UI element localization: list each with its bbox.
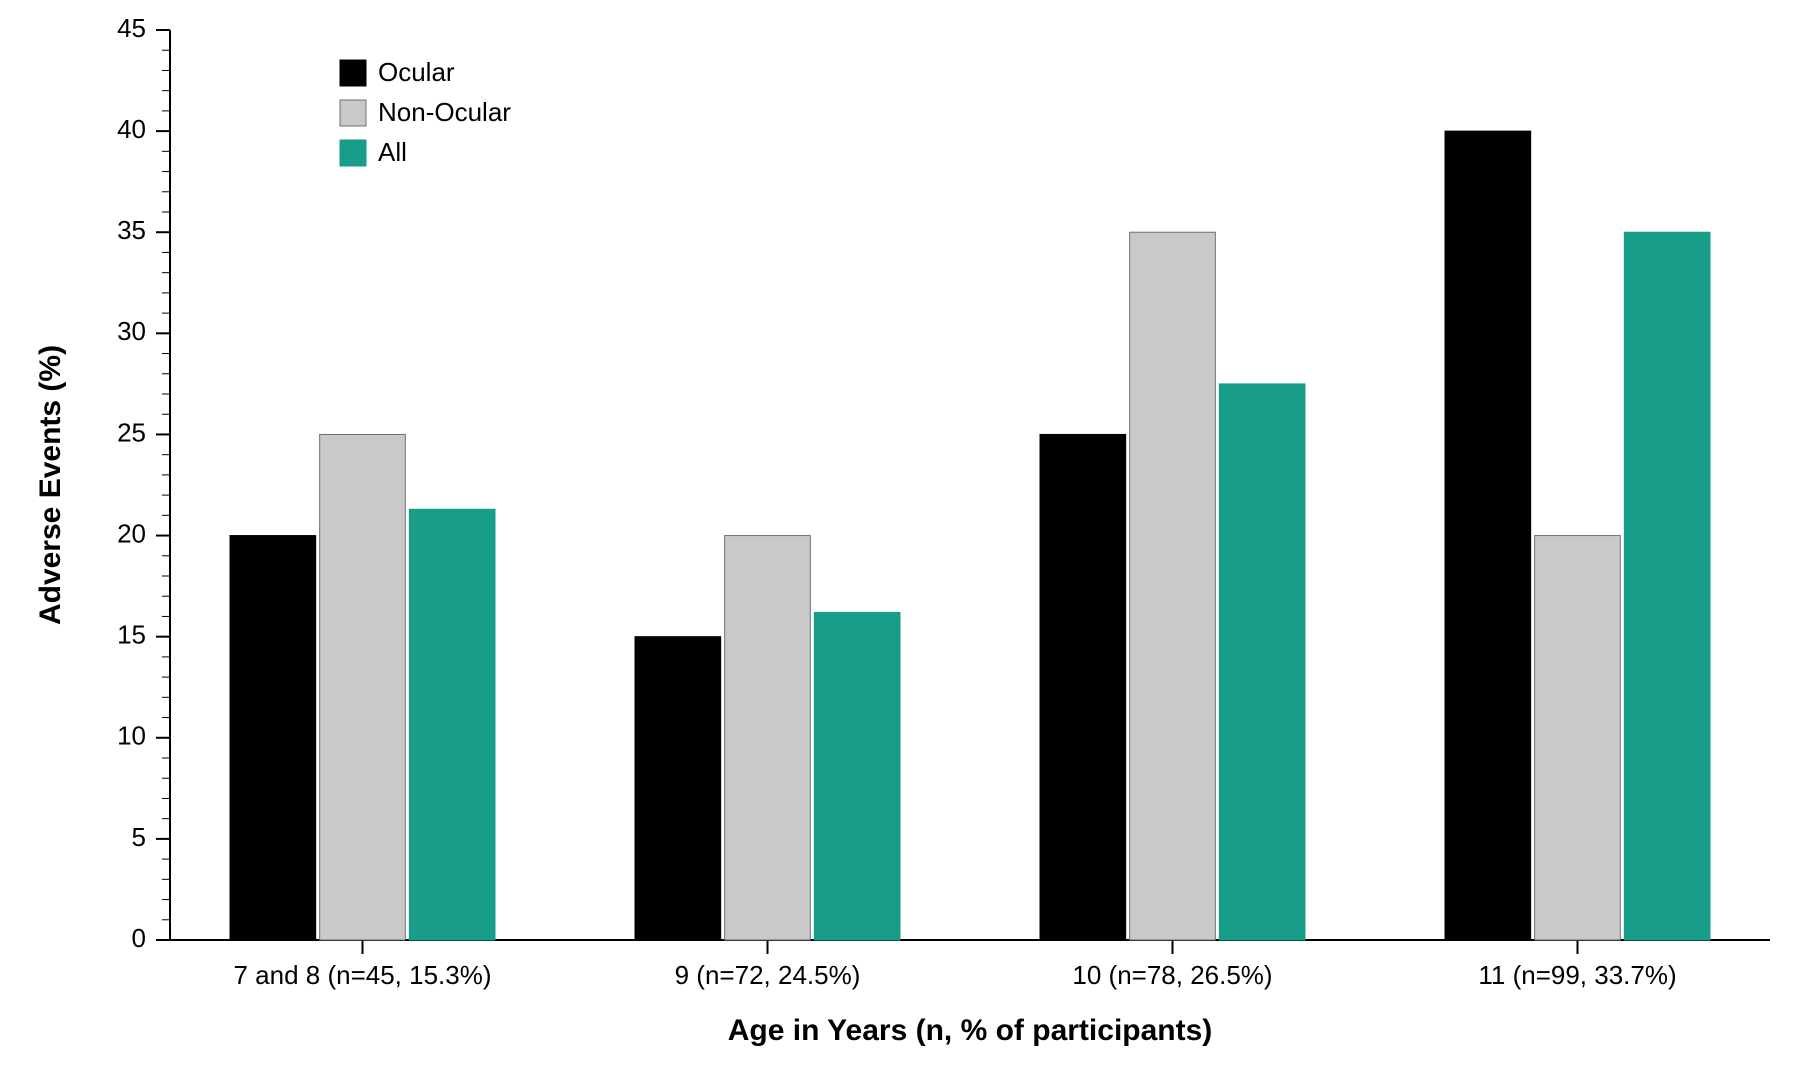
x-tick-label: 11 (n=99, 33.7%): [1478, 960, 1676, 990]
legend-swatch: [340, 60, 366, 86]
y-tick-label: 0: [132, 923, 146, 953]
bar: [1130, 232, 1216, 940]
bar: [1219, 384, 1305, 940]
bar: [409, 509, 495, 940]
x-tick-label: 7 and 8 (n=45, 15.3%): [233, 960, 491, 990]
legend-label: Ocular: [378, 57, 455, 87]
adverse-events-chart: 0 5 10 15 20 25 30 35 40 45 Adverse Events (%) 7 an…: [0, 0, 1800, 1085]
bar: [814, 612, 900, 940]
bar: [230, 536, 316, 940]
bar: [725, 536, 811, 940]
x-axis-label: Age in Years (n, % of participants): [728, 1014, 1213, 1047]
legend-label: All: [378, 137, 407, 167]
y-axis-label: Adverse Events (%): [34, 345, 67, 625]
legend-swatch: [340, 100, 366, 126]
bar: [635, 637, 721, 940]
y-tick-label: 45: [117, 13, 146, 43]
bar: [1624, 232, 1710, 940]
y-tick-label: 20: [117, 518, 146, 548]
y-tick-label: 25: [117, 417, 146, 447]
bar: [1040, 434, 1126, 940]
y-tick-label: 30: [117, 316, 146, 346]
y-tick-label: 10: [117, 721, 146, 751]
y-tick-label: 5: [132, 822, 146, 852]
bar: [1535, 536, 1621, 940]
x-tick-label: 10 (n=78, 26.5%): [1072, 960, 1272, 990]
x-tick-label: 9 (n=72, 24.5%): [675, 960, 861, 990]
y-tick-label: 40: [117, 114, 146, 144]
bar: [320, 434, 406, 940]
y-tick-label: 15: [117, 620, 146, 650]
bar: [1445, 131, 1531, 940]
legend-swatch: [340, 140, 366, 166]
legend-label: Non-Ocular: [378, 97, 511, 127]
y-tick-label: 35: [117, 215, 146, 245]
